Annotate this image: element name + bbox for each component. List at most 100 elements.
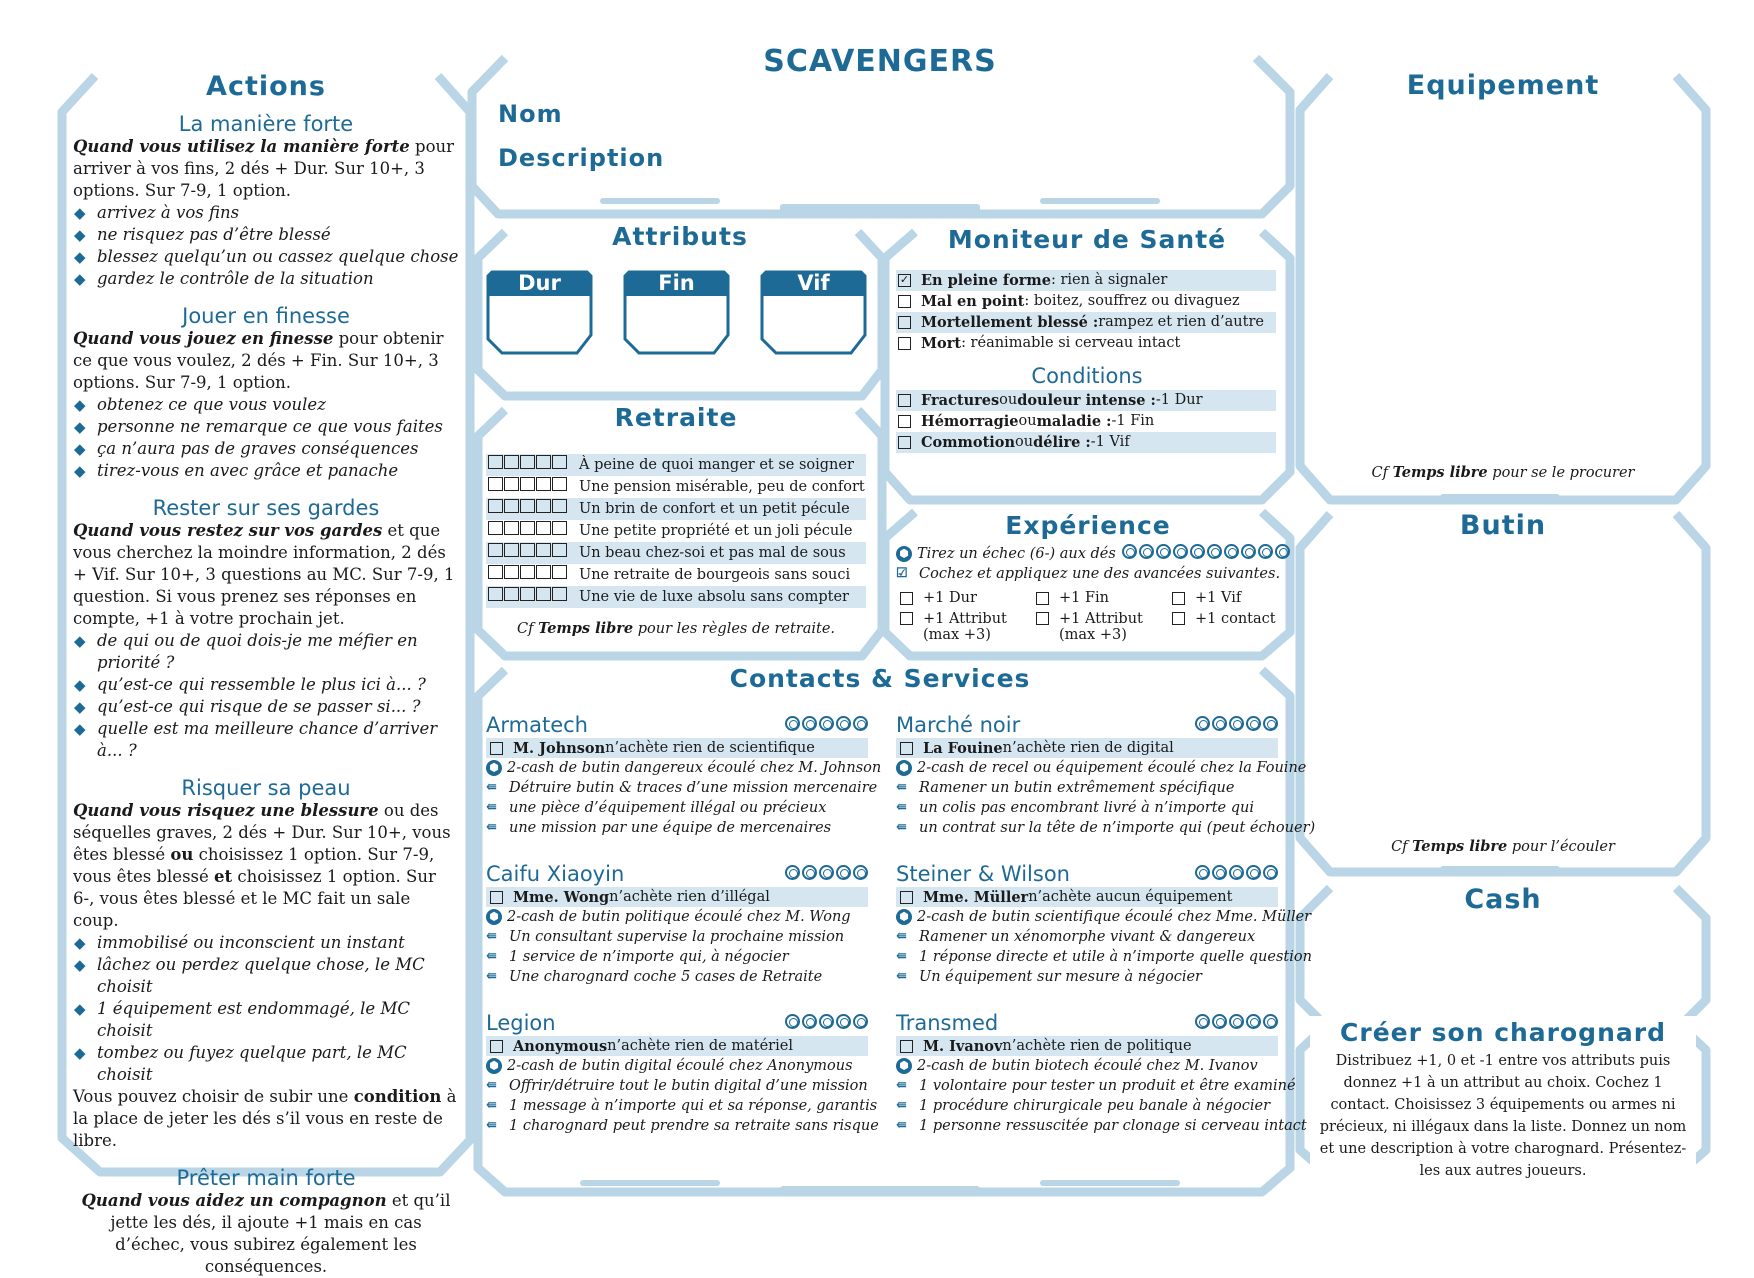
cash-field[interactable] bbox=[1318, 926, 1688, 996]
service-icon: ⇚ bbox=[896, 929, 907, 944]
contact-circles[interactable] bbox=[783, 864, 868, 884]
conditions-list: Fractures ou douleur intense : -1 Dur Hé… bbox=[896, 390, 1276, 453]
retraite-level-row[interactable]: Une retraite de bourgeois sans souci bbox=[486, 564, 866, 586]
contact-name: Transmed bbox=[896, 1011, 999, 1035]
service-icon: ⇚ bbox=[486, 969, 497, 984]
retraite-boxes[interactable] bbox=[488, 498, 568, 520]
advance-option[interactable]: +1 Attribut (max +3) bbox=[896, 611, 1032, 643]
contact-select-row[interactable]: Mme. Müller n’achète aucun équipement bbox=[896, 887, 1278, 907]
checkbox[interactable] bbox=[898, 316, 911, 329]
contact-header: Caifu Xiaoyin bbox=[486, 861, 868, 887]
contact-header: Marché noir bbox=[896, 712, 1278, 738]
contact-service: ⇚ 1 procédure chirurgicale peu banale à n… bbox=[896, 1098, 1271, 1114]
retraite-boxes[interactable] bbox=[488, 564, 568, 586]
contact-select-row[interactable]: La Fouine n’achète rien de digital bbox=[896, 738, 1278, 758]
checkbox[interactable] bbox=[490, 890, 503, 904]
advance-option[interactable]: +1 Dur bbox=[896, 587, 1032, 609]
contact-select-row[interactable]: M. Johnson n’achète rien de scientifique bbox=[486, 738, 868, 758]
checkbox[interactable] bbox=[900, 890, 913, 904]
contact-service: ⬢ 2-cash de butin digital écoulé chez Ano… bbox=[486, 1056, 868, 1076]
retraite-boxes[interactable] bbox=[488, 454, 568, 476]
health-state-row[interactable]: Mort : réanimable si cerveau intact bbox=[896, 333, 1276, 354]
retraite-note: Cf Temps libre pour les règles de retrai… bbox=[516, 620, 836, 637]
checkbox[interactable] bbox=[898, 415, 911, 428]
retraite-title: Retraite bbox=[614, 403, 738, 432]
contact-service: ⇚ 1 volontaire pour tester un produit et … bbox=[896, 1078, 1296, 1094]
contact-service: ⬢ 2-cash de butin dangereux écoulé chez M… bbox=[486, 758, 881, 778]
retraite-boxes[interactable] bbox=[488, 586, 568, 608]
checkbox[interactable] bbox=[898, 295, 911, 308]
contact-circles[interactable] bbox=[783, 715, 868, 735]
retraite-boxes[interactable] bbox=[488, 542, 568, 564]
move-text: Quand vous restez sur vos gardes et que … bbox=[73, 521, 455, 628]
butin-field[interactable] bbox=[1318, 552, 1688, 822]
contact-service: ⇚ Offrir/détruire tout le butin digital d… bbox=[486, 1078, 868, 1094]
attribute-vif-box[interactable]: Vif bbox=[760, 270, 867, 355]
contact-select-row[interactable]: Anonymous n’achète rien de matériel bbox=[486, 1036, 868, 1056]
contact-service: ⇚ un colis pas encombrant livré à n’impor… bbox=[896, 800, 1254, 816]
service-icon: ⇚ bbox=[486, 949, 497, 964]
contact-circles[interactable] bbox=[783, 1013, 868, 1033]
option: lâchez ou perdez quelque chose, le MC ch… bbox=[73, 954, 459, 998]
condition-row[interactable]: Commotion ou délire : -1 Vif bbox=[896, 432, 1276, 453]
checkbox[interactable] bbox=[900, 741, 913, 755]
contact-select-row[interactable]: M. Ivanov n’achète rien de politique bbox=[896, 1036, 1278, 1056]
retraite-level-row[interactable]: Une vie de luxe absolu sans compter bbox=[486, 586, 866, 608]
equipement-note: Cf Temps libre pour se le procurer bbox=[1371, 464, 1635, 481]
option: blessez quelqu’un ou cassez quelque chos… bbox=[73, 246, 459, 268]
move-options: obtenez ce que vous voulez personne ne r… bbox=[73, 394, 459, 482]
contact-name: Caifu Xiaoyin bbox=[486, 862, 625, 886]
condition-row[interactable]: Fractures ou douleur intense : -1 Dur bbox=[896, 390, 1276, 411]
condition-row[interactable]: Hémorragie ou maladie : -1 Fin bbox=[896, 411, 1276, 432]
description-label: Description bbox=[498, 144, 665, 172]
description-field[interactable]: Description bbox=[498, 144, 1268, 184]
move-preter-main-forte: Prêter main forte Quand vous aidez un co… bbox=[73, 1166, 459, 1278]
option: qu’est-ce qui risque de se passer si... … bbox=[73, 696, 459, 718]
retraite-level-row[interactable]: Un brin de confort et un petit pécule bbox=[486, 498, 866, 520]
move-options: arrivez à vos fins ne risquez pas d’être… bbox=[73, 202, 459, 290]
advance-option[interactable]: +1 Fin bbox=[1032, 587, 1168, 609]
contact-card: Legion Anonymous n’achète rien de matérie… bbox=[486, 1010, 879, 1136]
option: qu’est-ce qui ressemble le plus ici à...… bbox=[73, 674, 459, 696]
contact-service: ⬢ 2-cash de butin politique écoulé chez M… bbox=[486, 907, 868, 927]
health-state-row[interactable]: ✓ En pleine forme : rien à signaler bbox=[896, 270, 1276, 291]
contact-service: ⬢ 2-cash de butin biotech écoulé chez M. … bbox=[896, 1056, 1278, 1076]
contact-select-row[interactable]: Mme. Wong n’achète rien d’illégal bbox=[486, 887, 868, 907]
contact-service: ⇚ Un consultant supervise la prochaine mi… bbox=[486, 929, 845, 945]
advance-option[interactable]: +1 Vif bbox=[1168, 587, 1278, 609]
attribute-dur-box[interactable]: Dur bbox=[486, 270, 593, 355]
checkbox[interactable] bbox=[490, 1039, 503, 1053]
retraite-boxes[interactable] bbox=[488, 520, 568, 542]
checkbox[interactable] bbox=[898, 337, 911, 350]
globe-icon: ⬢ bbox=[486, 760, 502, 776]
service-icon: ⇚ bbox=[486, 1118, 497, 1133]
retraite-level-row[interactable]: Une petite propriété et un joli pécule bbox=[486, 520, 866, 542]
service-icon: ⇚ bbox=[896, 1098, 907, 1113]
nom-field[interactable]: Nom bbox=[498, 100, 1268, 138]
retraite-level-row[interactable]: Un beau chez-soi et pas mal de sous bbox=[486, 542, 866, 564]
checkbox[interactable] bbox=[898, 394, 911, 407]
health-state-row[interactable]: Mortellement blessé : rampez et rien d’a… bbox=[896, 312, 1276, 333]
equipement-field[interactable] bbox=[1318, 112, 1688, 452]
nom-label: Nom bbox=[498, 100, 563, 128]
contact-circles[interactable] bbox=[1193, 864, 1278, 884]
dice-icon: ⬢ bbox=[896, 546, 912, 562]
xp-circles[interactable] bbox=[1120, 543, 1290, 565]
checkbox-checked[interactable]: ✓ bbox=[898, 273, 911, 287]
retraite-level-row[interactable]: Une pension misérable, peu de confort bbox=[486, 476, 866, 498]
contact-service: ⇚ 1 personne ressuscitée par clonage si c… bbox=[896, 1118, 1307, 1134]
checkbox[interactable] bbox=[898, 436, 911, 449]
creer-text: Distribuez +1, 0 et -1 entre vos attribu… bbox=[1319, 1053, 1687, 1179]
retraite-level-row[interactable]: À peine de quoi manger et se soigner bbox=[486, 454, 866, 476]
contact-circles[interactable] bbox=[1193, 715, 1278, 735]
health-state-row[interactable]: Mal en point : boitez, souffrez ou divag… bbox=[896, 291, 1276, 312]
attribute-fin-box[interactable]: Fin bbox=[623, 270, 730, 355]
retraite-boxes[interactable] bbox=[488, 476, 568, 498]
option: immobilisé ou inconscient un instant bbox=[73, 932, 459, 954]
checkbox[interactable] bbox=[900, 1039, 913, 1053]
advance-option[interactable]: +1 contact bbox=[1168, 611, 1278, 643]
move-text: Quand vous utilisez la manière forte pou… bbox=[73, 137, 455, 200]
checkbox[interactable] bbox=[490, 741, 503, 755]
advance-option[interactable]: +1 Attribut (max +3) bbox=[1032, 611, 1168, 643]
contact-circles[interactable] bbox=[1193, 1013, 1278, 1033]
